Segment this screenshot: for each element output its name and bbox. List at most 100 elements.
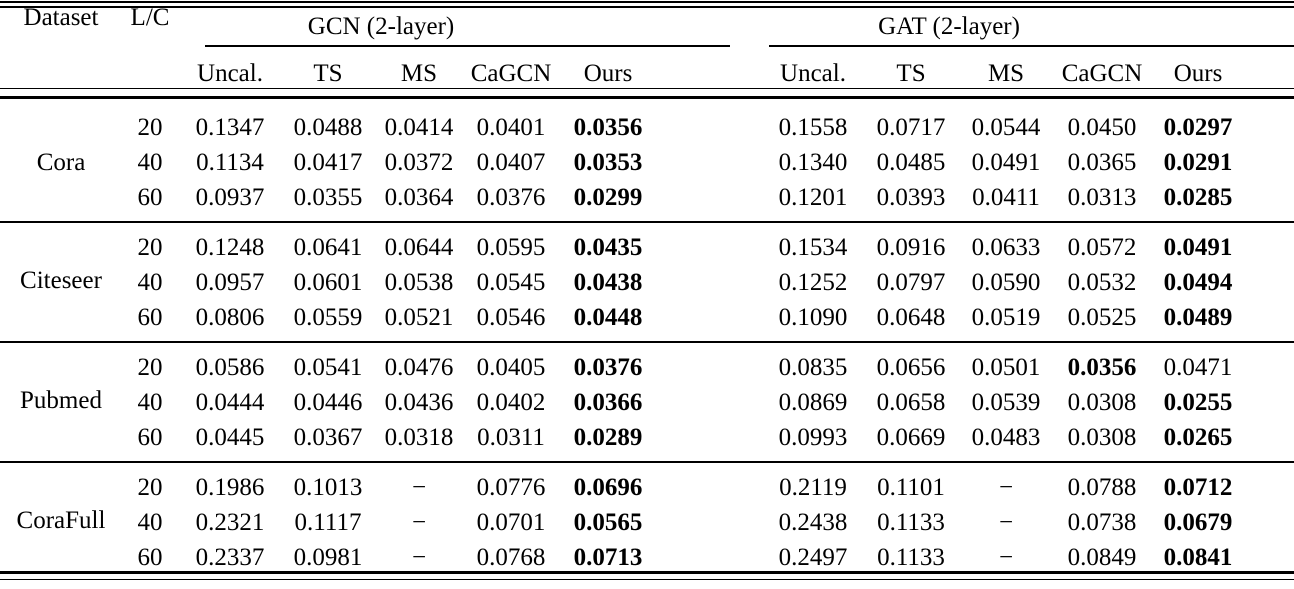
value-cell: 0.0669 xyxy=(876,424,946,451)
value-cell: 0.0521 xyxy=(384,304,454,331)
table-row: 60 0.0806 0.0559 0.0521 0.0546 0.0448 0.1090 0.… xyxy=(0,300,1294,335)
table-row: 60 0.0445 0.0367 0.0318 0.0311 0.0289 0.0993 0.… xyxy=(0,420,1294,455)
table-row: CoraFull 20 0.1986 0.1013 − 0.0776 0.0696 0.211… xyxy=(0,455,1294,533)
value-cell: 0.0299 xyxy=(573,184,643,211)
value-cell: 0.0448 xyxy=(573,304,643,331)
col-header-gat-cagcn: CaGCN xyxy=(1061,59,1143,87)
lc-value-cell: 20 xyxy=(137,114,163,141)
lc-value-cell: 40 xyxy=(137,149,163,176)
lc-value-cell: 60 xyxy=(137,424,163,451)
value-cell: 0.0713 xyxy=(573,544,643,571)
value-cell: 0.0788 xyxy=(1067,474,1137,501)
value-cell: 0.1090 xyxy=(778,304,848,331)
value-cell: 0.1340 xyxy=(778,149,848,176)
value-cell: 0.0372 xyxy=(384,149,454,176)
value-cell: 0.0525 xyxy=(1067,304,1137,331)
value-cell: 0.0402 xyxy=(476,389,546,416)
col-header-gat-ms: MS xyxy=(987,59,1025,87)
value-cell: 0.0797 xyxy=(876,269,946,296)
value-cell: 0.0993 xyxy=(778,424,848,451)
column-gap xyxy=(658,300,762,335)
value-cell: − xyxy=(411,544,427,571)
value-cell: 0.1986 xyxy=(195,474,265,501)
value-cell: 0.0353 xyxy=(573,149,643,176)
dataset-label: Cora xyxy=(36,148,86,176)
value-cell: 0.0438 xyxy=(573,269,643,296)
value-cell: 0.0717 xyxy=(876,114,946,141)
value-cell: 0.0559 xyxy=(293,304,363,331)
dataset-label: CoraFull xyxy=(16,506,106,534)
value-cell: 0.0491 xyxy=(971,149,1041,176)
gat-group-underline-rule xyxy=(769,45,1294,47)
value-cell: 0.0485 xyxy=(876,149,946,176)
group-separator-rule-pubmed-corafull xyxy=(0,461,1294,463)
gcn-group-underline-rule xyxy=(205,45,730,47)
column-gap xyxy=(658,505,762,540)
value-cell: 0.1101 xyxy=(877,474,945,501)
lc-value-cell: 20 xyxy=(137,474,163,501)
value-cell: 0.1117 xyxy=(294,509,362,536)
col-header-lc: L/C xyxy=(130,4,170,31)
value-cell: 0.1248 xyxy=(195,234,265,261)
table-row: 40 0.1134 0.0417 0.0372 0.0407 0.0353 0.1340 0.… xyxy=(0,145,1294,180)
value-cell: 0.0701 xyxy=(476,509,546,536)
lc-value-cell: 40 xyxy=(137,389,163,416)
value-cell: 0.2119 xyxy=(779,474,847,501)
value-cell: 0.0644 xyxy=(384,234,454,261)
value-cell: 0.0916 xyxy=(876,234,946,261)
dataset-group-pubmed: Pubmed 20 0.0586 0.0541 0.0476 0.0405 0.0376 0.… xyxy=(0,335,1294,455)
value-cell: 0.0376 xyxy=(573,354,643,381)
value-cell: 0.2497 xyxy=(778,544,848,571)
value-cell: − xyxy=(411,474,427,501)
table-row: Pubmed 20 0.0586 0.0541 0.0476 0.0405 0.0376 0.… xyxy=(0,335,1294,413)
column-gap xyxy=(1246,540,1294,575)
column-gap xyxy=(1246,145,1294,180)
results-table: Dataset L/C GCN (2-layer) GAT (2-layer) … xyxy=(0,0,1294,575)
value-cell: 0.0417 xyxy=(293,149,363,176)
column-gap xyxy=(658,540,762,575)
value-cell: 0.0712 xyxy=(1163,474,1233,501)
lc-value-cell: 60 xyxy=(137,544,163,571)
value-cell: 0.0446 xyxy=(293,389,363,416)
header-rule-thick xyxy=(0,96,1294,99)
value-cell: 0.0835 xyxy=(778,354,848,381)
table-header-row-methods: Uncal. TS MS CaGCN Ours Uncal. TS MS CaG… xyxy=(0,47,1294,99)
value-cell: 0.0289 xyxy=(573,424,643,451)
value-cell: 0.0488 xyxy=(293,114,363,141)
col-header-gat-ts: TS xyxy=(896,59,926,87)
value-cell: 0.0648 xyxy=(876,304,946,331)
value-cell: 0.0471 xyxy=(1163,354,1233,381)
dataset-group-corafull: CoraFull 20 0.1986 0.1013 − 0.0776 0.0696 0.211… xyxy=(0,455,1294,575)
lc-value-cell: 20 xyxy=(137,234,163,261)
value-cell: 0.0291 xyxy=(1163,149,1233,176)
table-header-row-groups: Dataset L/C GCN (2-layer) GAT (2-layer) xyxy=(0,0,1294,47)
table-row: 40 0.0444 0.0446 0.0436 0.0402 0.0366 0.0869 0.… xyxy=(0,385,1294,420)
value-cell: 0.0586 xyxy=(195,354,265,381)
column-gap xyxy=(658,180,762,215)
column-gap xyxy=(658,99,762,145)
value-cell: 0.0501 xyxy=(971,354,1041,381)
table-row: Citeseer 20 0.1248 0.0641 0.0644 0.0595 0.0435… xyxy=(0,215,1294,293)
table-row: Cora 20 0.1347 0.0488 0.0414 0.0401 0.0356 0.15… xyxy=(0,99,1294,175)
value-cell: 0.0356 xyxy=(1067,354,1137,381)
value-cell: 0.0297 xyxy=(1163,114,1233,141)
value-cell: 0.0981 xyxy=(293,544,363,571)
value-cell: 0.1134 xyxy=(196,149,264,176)
group-header-gcn: GCN (2-layer) xyxy=(307,12,455,40)
value-cell: 0.1347 xyxy=(195,114,265,141)
value-cell: 0.1133 xyxy=(877,544,945,571)
value-cell: 0.0601 xyxy=(293,269,363,296)
col-header-gcn-ts: TS xyxy=(313,59,343,87)
col-header-gat-ours: Ours xyxy=(1173,59,1223,87)
top-rule-lower xyxy=(0,6,1294,8)
group-header-gat: GAT (2-layer) xyxy=(878,12,1020,40)
value-cell: 0.0445 xyxy=(195,424,265,451)
value-cell: 0.0546 xyxy=(476,304,546,331)
value-cell: 0.0869 xyxy=(778,389,848,416)
value-cell: 0.0414 xyxy=(384,114,454,141)
value-cell: 0.0355 xyxy=(293,184,363,211)
table-row: 40 0.0957 0.0601 0.0538 0.0545 0.0438 0.1252 0.… xyxy=(0,265,1294,300)
value-cell: 0.0435 xyxy=(573,234,643,261)
value-cell: 0.1252 xyxy=(778,269,848,296)
